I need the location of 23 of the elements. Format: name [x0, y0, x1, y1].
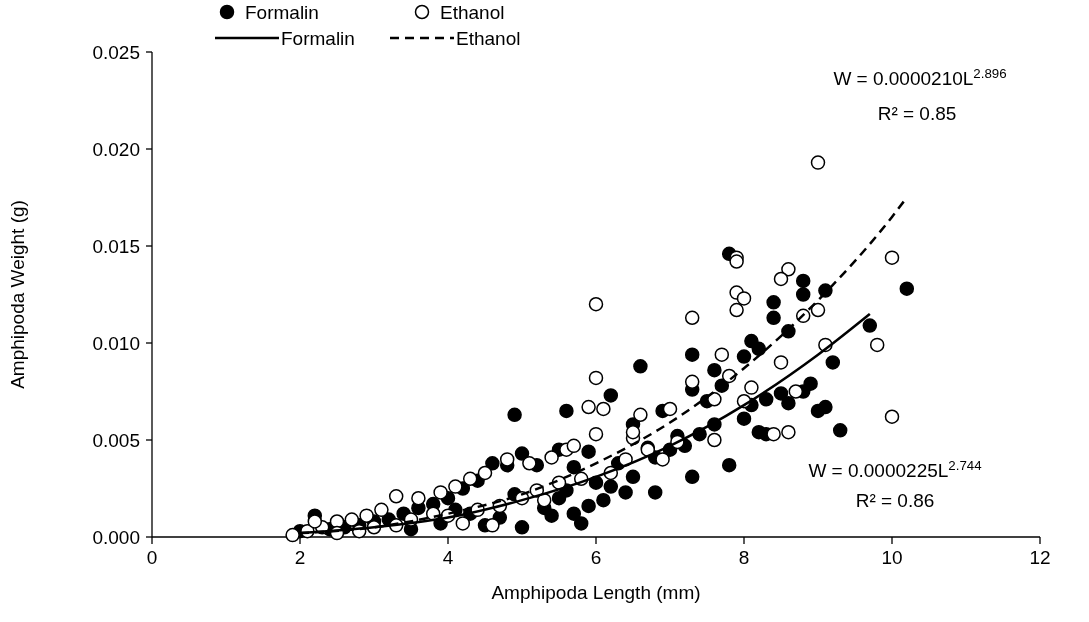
legend-label: Ethanol [456, 27, 521, 49]
annotation: R² = 0.85 [877, 102, 957, 124]
x-tick-label: 4 [442, 547, 454, 568]
x-tick-label: 8 [738, 547, 750, 568]
annotation: W = 0.0000210L$^{2.896}$ [833, 65, 1007, 89]
x-tick-label: 12 [1029, 547, 1051, 568]
x-axis-title: Amphipoda Length (mm) [491, 582, 701, 603]
y-tick-label: 0.010 [92, 332, 140, 354]
y-tick-label: 0.005 [92, 429, 140, 451]
annotation: W = 0.0000225L$^{2.744}$ [808, 457, 982, 481]
y-tick-label: 0.015 [92, 235, 140, 257]
legend-label: Ethanol [440, 1, 505, 23]
x-tick-label: 0 [146, 547, 158, 568]
legend-label: Formalin [245, 1, 319, 23]
annotation: R² = 0.86 [855, 489, 935, 511]
x-tick-label: 10 [881, 547, 903, 568]
legend-label: Formalin [281, 27, 355, 49]
y-axis-title: Amphipoda Weight (g) [7, 200, 28, 389]
x-tick-label: 2 [294, 547, 306, 568]
y-tick-label: 0.000 [92, 526, 140, 548]
y-tick-label: 0.025 [92, 41, 140, 63]
x-tick-label: 6 [590, 547, 602, 568]
y-tick-label: 0.020 [92, 138, 140, 160]
